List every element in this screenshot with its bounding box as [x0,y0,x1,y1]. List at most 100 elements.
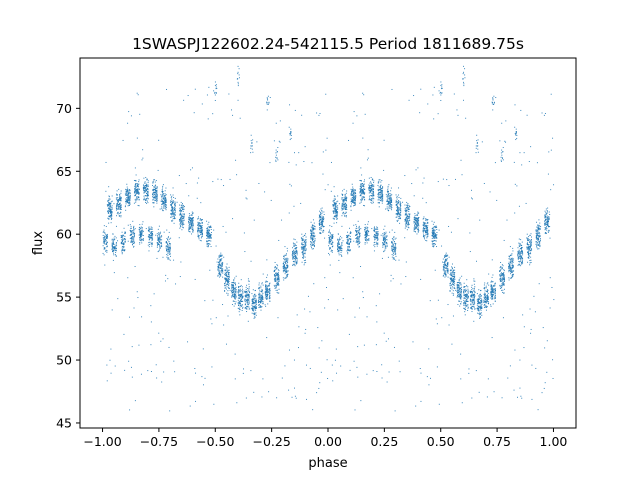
data-point [231,291,233,293]
data-point [111,211,113,213]
data-point [266,274,268,276]
data-point [384,249,386,251]
data-point [353,195,355,197]
data-point [395,237,397,239]
data-point [248,293,250,295]
data-point [111,238,113,240]
data-point [365,233,367,235]
data-point [472,302,474,304]
data-point [258,307,260,309]
data-point [208,234,210,236]
data-point [464,297,466,299]
data-point [259,300,261,302]
data-point [481,303,483,305]
data-point [407,226,409,228]
data-point [171,220,173,222]
data-point [225,280,227,282]
data-point [407,216,409,218]
data-point [332,236,334,237]
data-point [244,307,246,309]
data-point [354,196,356,198]
data-point [170,213,172,215]
data-point [248,301,250,303]
data-point [248,296,250,298]
data-point [207,235,209,237]
data-point [477,300,479,302]
data-point [414,218,416,220]
data-point [119,202,121,204]
data-point [245,291,247,293]
data-point [258,304,260,306]
data-point [164,201,166,203]
data-point [110,208,112,210]
data-point [154,200,156,202]
data-point [124,206,126,208]
data-point [265,292,267,294]
data-point [147,244,149,246]
data-point [415,227,417,229]
data-point [396,200,398,202]
data-point [169,253,171,255]
data-point [110,205,112,207]
data-point [483,301,485,303]
data-point [352,191,354,193]
data-point [418,217,420,219]
data-point [239,289,241,291]
data-point [383,233,385,235]
data-point [245,307,247,309]
data-point [150,226,152,228]
data-point [388,202,390,204]
data-point [337,242,339,244]
data-point [446,269,448,271]
data-point [424,231,426,233]
data-point [359,202,361,204]
data-point [449,290,451,292]
data-point [371,192,373,194]
data-point [182,222,184,224]
data-point [453,286,455,288]
data-point [387,197,389,199]
data-point [234,296,236,298]
data-point [416,222,418,224]
data-point [132,244,134,246]
data-point [112,250,114,252]
data-point [220,259,222,261]
data-point [110,215,112,217]
data-point [426,233,428,235]
data-point [375,241,377,243]
data-point [227,278,229,280]
data-point [479,302,481,304]
data-point [358,230,360,232]
data-point [129,194,131,196]
data-point [341,247,343,249]
data-point [381,191,383,193]
data-point [182,209,184,211]
data-point [210,237,212,239]
data-point [252,307,254,309]
data-point [112,240,114,242]
data-point [388,207,390,209]
data-point [492,289,494,291]
data-point [125,198,127,200]
data-point [210,225,212,227]
data-point [150,241,152,243]
data-point [208,243,210,245]
data-point [334,203,336,205]
data-point [370,195,372,197]
data-point [481,300,483,302]
data-point [422,224,424,226]
data-point [453,276,455,278]
data-point [148,241,150,243]
data-point [486,283,488,285]
data-point [416,223,418,225]
data-point [363,181,365,183]
data-point [201,227,203,229]
data-point [251,303,253,305]
data-point [190,228,192,230]
data-point [484,287,486,289]
data-point [490,292,492,294]
data-point [432,243,434,245]
data-point [266,289,267,291]
data-point [226,272,228,274]
data-point [224,285,226,287]
